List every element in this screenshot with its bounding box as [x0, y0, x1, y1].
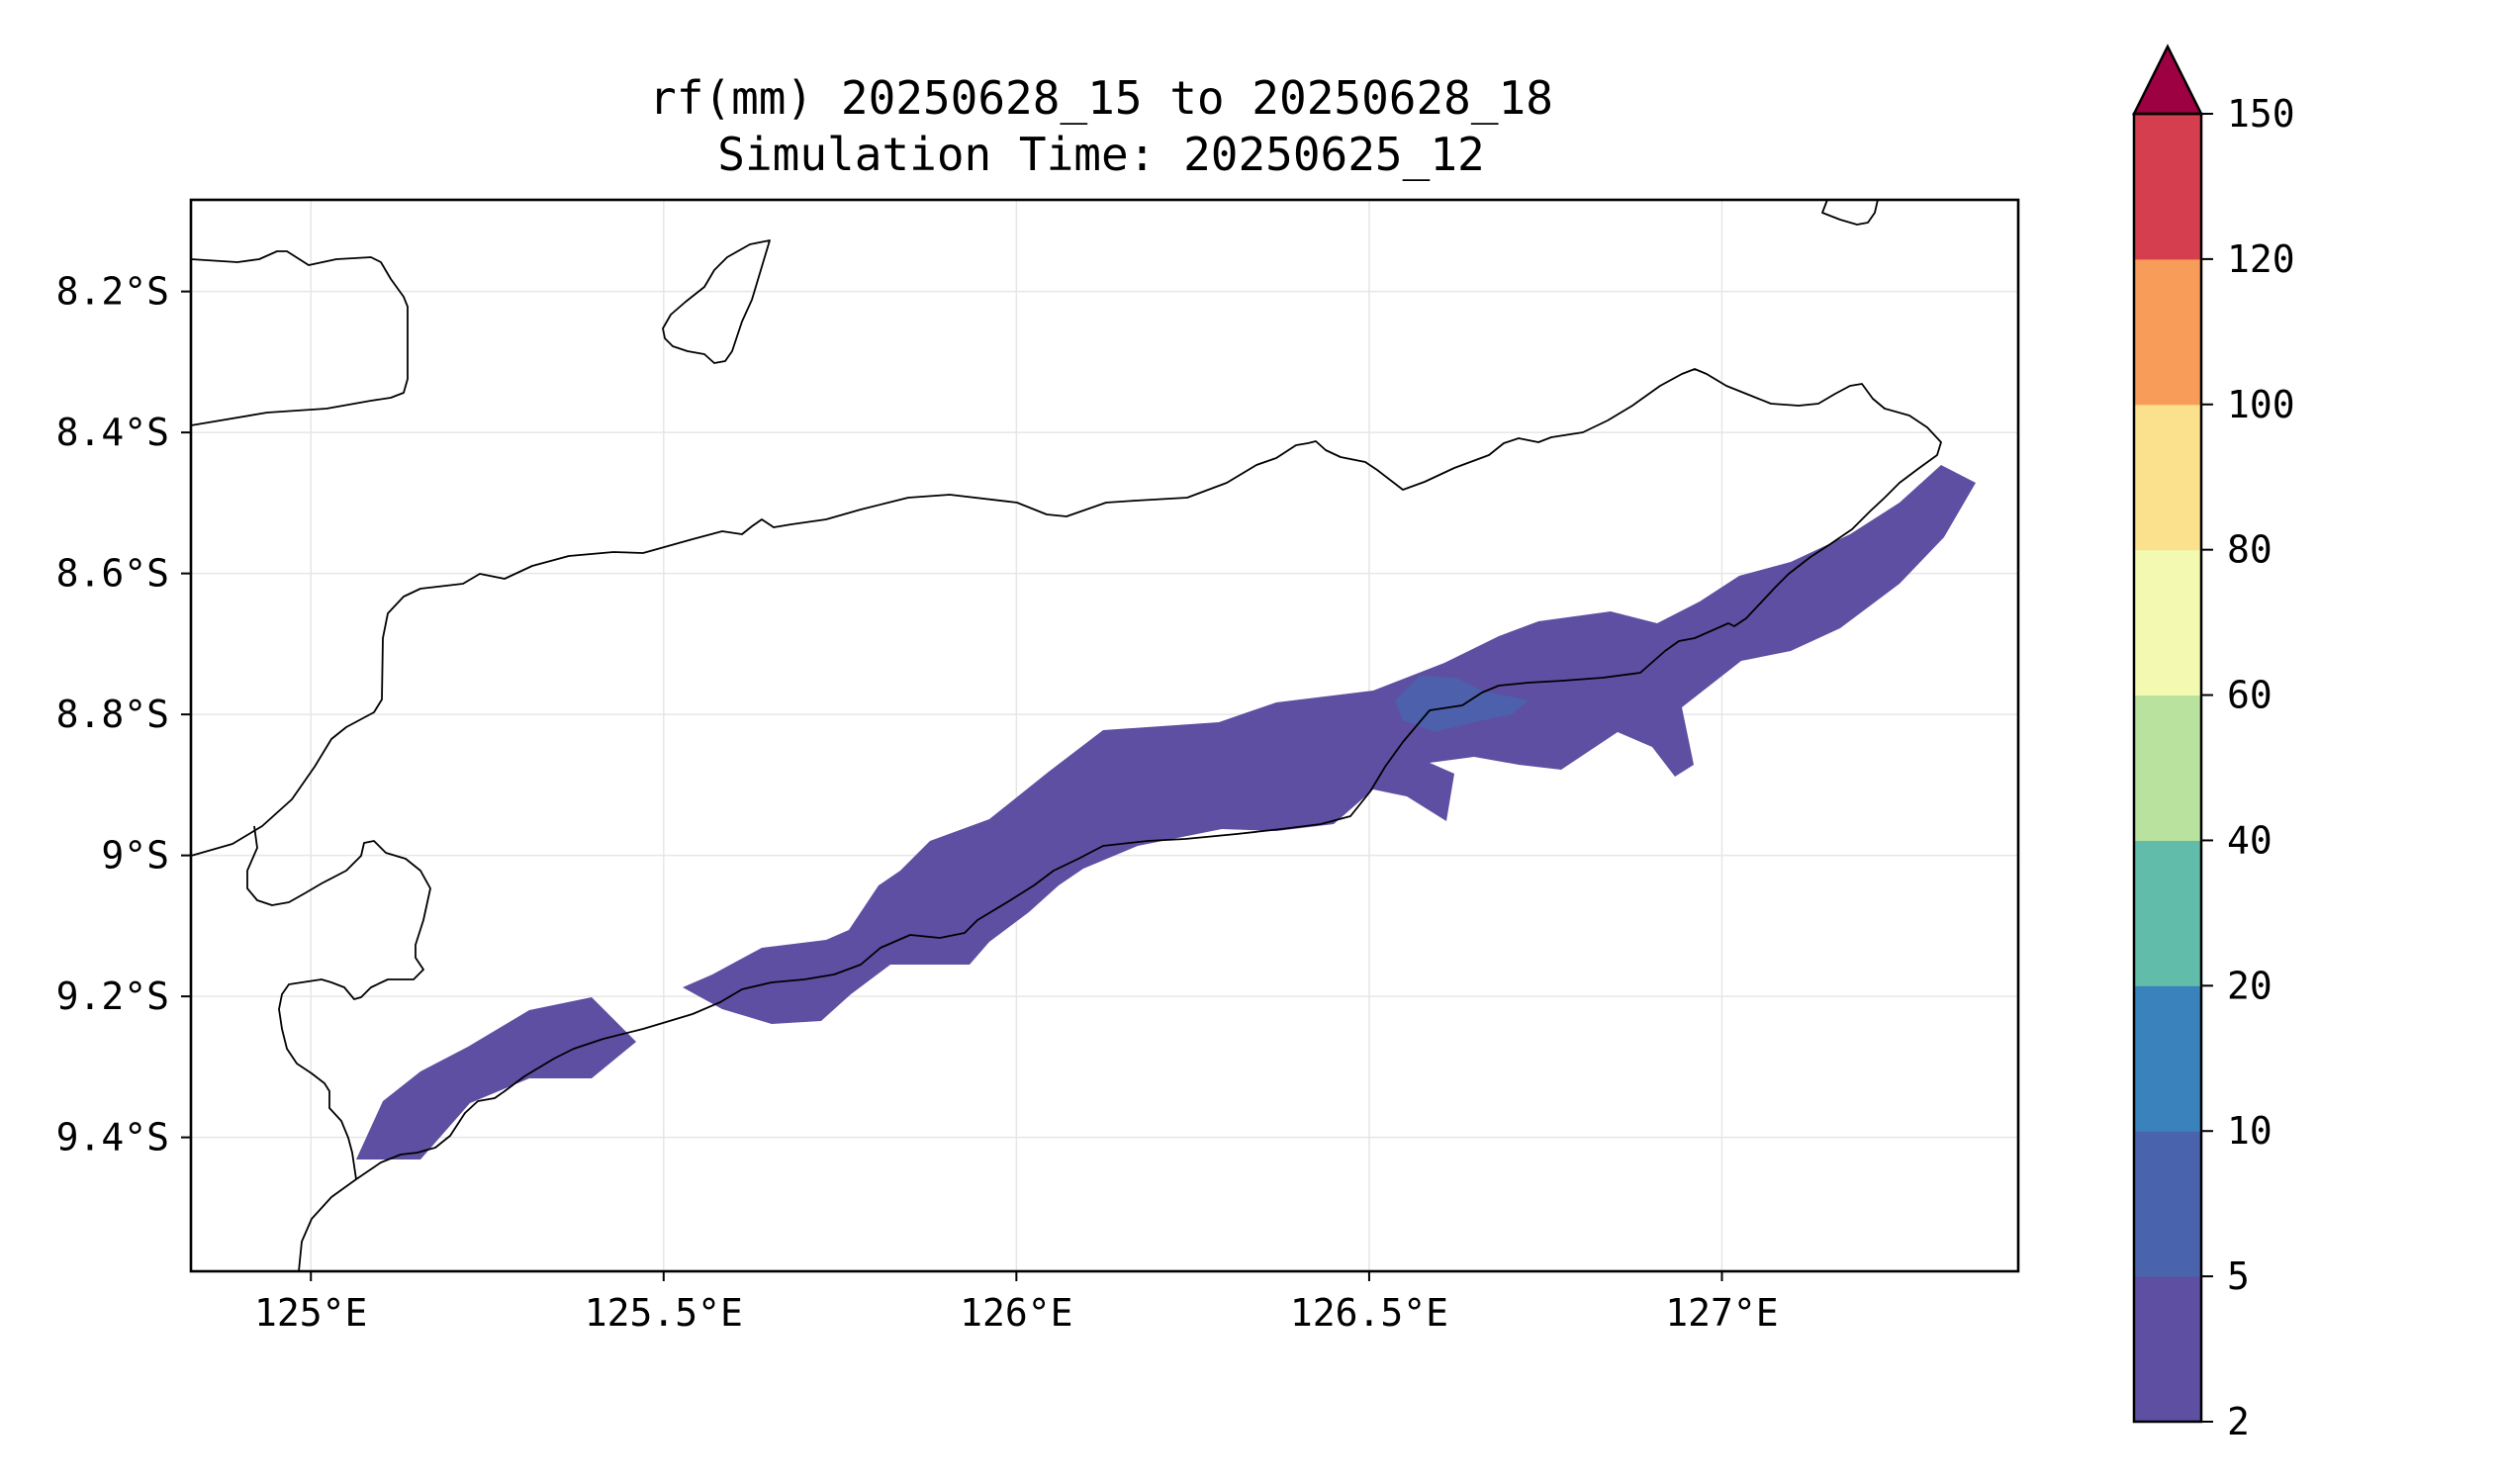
- colorbar-tick-label: 10: [2227, 1109, 2272, 1153]
- rain-5-10mm: [1395, 676, 1529, 732]
- colorbar: 2 5 10 20 40 60 80 100 120 150: [2131, 44, 2295, 1443]
- map-axes: 125°E 125.5°E 126°E 126.5°E 127°E 8.2°S 8.4°S…: [56, 198, 2020, 1335]
- title-line-2: Simulation Time: 20250625_12: [717, 128, 1484, 181]
- colorbar-segment: [2134, 695, 2201, 841]
- y-tick-label: 8.8°S: [56, 693, 169, 736]
- coastline-wetar-island: [1821, 199, 1879, 226]
- colorbar-segment: [2134, 1276, 2201, 1423]
- rain-band-2-5mm: [683, 465, 1976, 1024]
- colorbar-tick-label: 100: [2227, 383, 2295, 426]
- rain-patch-5-10mm: [1395, 676, 1529, 732]
- colorbar-tick-label: 20: [2227, 964, 2272, 1007]
- y-tick-label: 8.4°S: [56, 411, 169, 454]
- x-tick-label: 126°E: [960, 1291, 1072, 1335]
- title-line-1: rf(mm) 20250628_15 to 20250628_18: [649, 71, 1553, 125]
- colorbar-tick-label: 60: [2227, 674, 2272, 717]
- y-axis-ticks: 8.2°S 8.4°S 8.6°S 8.8°S 9°S 9.2°S 9.4°S: [56, 270, 191, 1159]
- y-tick-label: 8.6°S: [56, 552, 169, 596]
- colorbar-frame: [2132, 112, 2203, 1424]
- x-tick-label: 125°E: [254, 1291, 367, 1335]
- coastline-atauro-island: [662, 239, 771, 364]
- colorbar-segment: [2134, 404, 2201, 551]
- colorbar-segment: [2134, 985, 2201, 1132]
- coastline-timor-west: [190, 250, 409, 426]
- x-tick-label: 127°E: [1665, 1291, 1778, 1335]
- y-tick-label: 8.2°S: [56, 270, 169, 314]
- colorbar-tick-label: 40: [2227, 818, 2272, 862]
- colorbar-tick-label: 120: [2227, 237, 2295, 281]
- y-tick-label: 9.4°S: [56, 1116, 169, 1159]
- y-tick-label: 9.2°S: [56, 974, 169, 1018]
- x-axis-ticks: 125°E 125.5°E 126°E 126.5°E 127°E: [254, 1271, 1779, 1335]
- colorbar-segment: [2134, 1131, 2201, 1277]
- colorbar-tick-label: 2: [2227, 1400, 2250, 1443]
- colorbar-tick-label: 80: [2227, 528, 2272, 572]
- colorbar-segment: [2134, 114, 2201, 260]
- colorbar-tick-label: 150: [2227, 92, 2295, 136]
- rain-band-2-5mm: [356, 997, 636, 1159]
- x-tick-label: 125.5°E: [585, 1291, 743, 1335]
- y-tick-label: 9°S: [101, 834, 169, 878]
- colorbar-segment: [2134, 840, 2201, 986]
- rainfall-contours: [356, 465, 1976, 1159]
- coastlines: [190, 199, 1942, 1272]
- coastline-timor-north: [190, 368, 1942, 1272]
- coastline-enclave: [246, 825, 431, 1180]
- colorbar-tick-label: 5: [2227, 1254, 2250, 1298]
- colorbar-extend-arrow: [2131, 44, 2204, 116]
- colorbar-segment: [2134, 258, 2201, 406]
- map-frame: [189, 198, 2020, 1273]
- x-tick-label: 126.5°E: [1290, 1291, 1448, 1335]
- colorbar-segment: [2134, 549, 2201, 696]
